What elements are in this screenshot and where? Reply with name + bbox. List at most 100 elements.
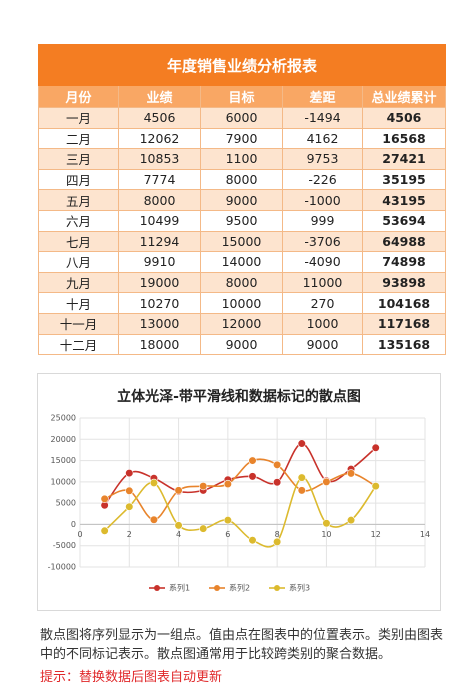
data-point <box>199 524 208 533</box>
column-header: 业绩 <box>118 85 201 108</box>
table-cell: 74898 <box>362 251 446 273</box>
table-cell: 13000 <box>118 312 201 335</box>
table-cell: 9500 <box>200 209 283 232</box>
x-tick-label: 4 <box>176 530 181 539</box>
table-cell: 53694 <box>362 209 446 232</box>
data-point <box>100 526 109 535</box>
table-cell: 六月 <box>38 209 119 232</box>
table-cell: 11294 <box>118 230 201 253</box>
table-row: 三月 10853 1100 9753 27421 <box>38 148 446 170</box>
data-point <box>297 439 306 448</box>
data-point <box>125 468 134 478</box>
table-row: 六月 10499 9500 999 53694 <box>38 209 446 232</box>
legend-marker <box>274 585 280 591</box>
table-cell: -1494 <box>282 107 363 129</box>
table-cell: -226 <box>282 168 363 191</box>
table-cell: 10000 <box>200 292 283 314</box>
table-cell: 8000 <box>200 271 283 294</box>
table-cell: 9000 <box>282 333 363 356</box>
y-tick-label: 15000 <box>51 456 76 465</box>
data-point <box>174 521 183 530</box>
data-point <box>297 473 306 482</box>
table-cell: 10499 <box>118 209 201 232</box>
data-point <box>322 519 331 528</box>
y-tick-label: -5000 <box>53 541 76 550</box>
tip: 提示：替换数据后图表自动更新 <box>40 670 223 685</box>
table-cell: 10270 <box>118 292 201 314</box>
data-point <box>149 515 159 524</box>
sales-table: 年度销售业绩分析报表 月份 业绩 目标 差距 总业绩累计 一月 4506 6000 -1494… <box>38 44 446 356</box>
legend-label: 系列1 <box>169 583 190 593</box>
data-point <box>199 482 208 491</box>
data-point <box>248 456 257 465</box>
table-cell: 16568 <box>362 127 446 150</box>
table-cell: 4506 <box>362 107 446 129</box>
x-tick-label: 6 <box>225 530 230 539</box>
table-cell: 12062 <box>118 127 201 150</box>
table-cell: 117168 <box>362 312 446 335</box>
table-cell: 9000 <box>200 189 283 211</box>
data-point <box>273 478 282 487</box>
data-point <box>273 460 282 469</box>
table-cell: 三月 <box>38 148 119 170</box>
data-point <box>371 443 380 452</box>
data-point <box>174 486 183 495</box>
chart-title: 立体光泽-带平滑线和数据标记的散点图 <box>117 388 361 405</box>
data-point <box>297 486 306 495</box>
table-cell: 4162 <box>282 127 363 150</box>
table-row: 五月 8000 9000 -1000 43195 <box>38 189 446 211</box>
table-cell: 11000 <box>282 271 363 294</box>
table-cell: 9000 <box>200 333 283 356</box>
table-cell: 10853 <box>118 148 201 170</box>
legend-marker <box>154 585 160 591</box>
table-cell: 十月 <box>38 292 119 314</box>
legend-marker <box>214 585 220 591</box>
x-tick-label: 0 <box>77 530 82 539</box>
data-point <box>273 537 282 546</box>
legend-label: 系列2 <box>229 583 250 593</box>
table-row: 十一月 13000 12000 1000 117168 <box>38 312 446 335</box>
column-header: 总业绩累计 <box>362 85 446 108</box>
data-point <box>371 482 380 491</box>
table-cell: 二月 <box>38 127 119 150</box>
table-cell: 15000 <box>200 230 283 253</box>
table-row: 七月 11294 15000 -3706 64988 <box>38 230 446 253</box>
table-cell: 27421 <box>362 148 446 170</box>
y-tick-label: 20000 <box>51 435 76 444</box>
x-tick-label: 8 <box>275 530 280 539</box>
data-point <box>223 516 232 525</box>
table-row: 十二月 18000 9000 9000 135168 <box>38 333 446 356</box>
table-cell: -1000 <box>282 189 363 211</box>
table-cell: 8000 <box>118 189 201 211</box>
table-cell: 八月 <box>38 251 119 273</box>
x-tick-label: 2 <box>127 530 132 539</box>
y-tick-label: 25000 <box>51 414 76 423</box>
table-cell: 270 <box>282 292 363 314</box>
table-cell: 十一月 <box>38 312 119 335</box>
table-cell: 19000 <box>118 271 201 294</box>
table-row: 十月 10270 10000 270 104168 <box>38 292 446 314</box>
x-tick-label: 14 <box>420 530 430 539</box>
table-cell: 五月 <box>38 189 119 211</box>
table-row: 二月 12062 7900 4162 16568 <box>38 127 446 150</box>
data-point <box>346 469 356 478</box>
data-point <box>223 479 232 489</box>
table-cell: 7774 <box>118 168 201 191</box>
table-cell: 9910 <box>118 251 201 273</box>
table-cell: 135168 <box>362 333 446 356</box>
chart: 立体光泽-带平滑线和数据标记的散点图 -10000-50000500010000… <box>37 373 441 611</box>
data-point <box>125 486 134 495</box>
data-point <box>125 502 134 511</box>
table-cell: 9753 <box>282 148 363 170</box>
x-tick-label: 12 <box>371 530 381 539</box>
column-header: 月份 <box>38 85 119 108</box>
x-tick-label: 10 <box>321 530 331 539</box>
column-header: 目标 <box>200 85 283 108</box>
table-cell: 999 <box>282 209 363 232</box>
data-point <box>149 478 159 488</box>
table-title: 年度销售业绩分析报表 <box>38 44 446 86</box>
table-cell: -3706 <box>282 230 363 253</box>
table-cell: 43195 <box>362 189 446 211</box>
data-point <box>248 472 257 481</box>
